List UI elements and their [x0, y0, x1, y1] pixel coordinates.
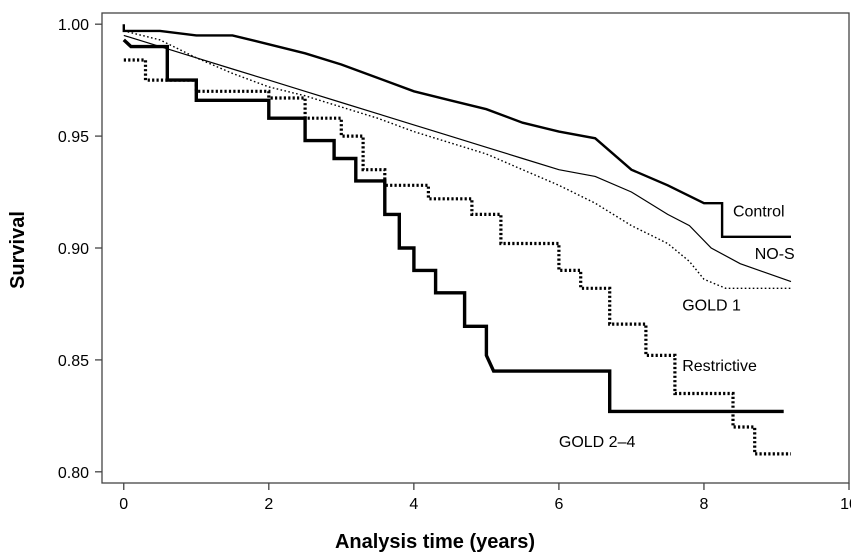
series-label: Control	[733, 204, 785, 221]
y-tick-label: 1.00	[58, 17, 89, 34]
series-label: NO-S	[755, 246, 795, 263]
y-axis: 0.80 0.85 0.90 0.95 1.00	[58, 17, 102, 482]
series-line-4	[122, 38, 784, 414]
y-tick-label: 0.80	[58, 465, 89, 482]
series-line-0	[122, 24, 791, 238]
x-tick-label: 2	[264, 496, 273, 513]
series-line-1	[123, 34, 792, 283]
y-axis-title: Survival	[7, 211, 29, 289]
series-label: GOLD 2–4	[559, 434, 636, 451]
series-line-2	[123, 30, 791, 289]
x-tick-label: 4	[409, 496, 418, 513]
y-tick-label: 0.95	[58, 129, 89, 146]
series-lines	[122, 24, 792, 456]
x-axis: 0 2 4 6 8 10	[119, 483, 851, 513]
series-label: Restrictive	[682, 358, 757, 375]
x-axis-title: Analysis time (years)	[335, 531, 535, 553]
x-tick-label: 0	[119, 496, 128, 513]
series-line-3	[123, 58, 791, 456]
series-labels: Control NO-S GOLD 1 Restrictive GOLD 2–4	[559, 204, 795, 452]
y-tick-label: 0.85	[58, 353, 89, 370]
x-tick-label: 10	[840, 496, 851, 513]
x-tick-label: 6	[554, 496, 563, 513]
series-label: GOLD 1	[682, 298, 741, 315]
x-tick-label: 8	[699, 496, 708, 513]
y-tick-label: 0.90	[58, 241, 89, 258]
